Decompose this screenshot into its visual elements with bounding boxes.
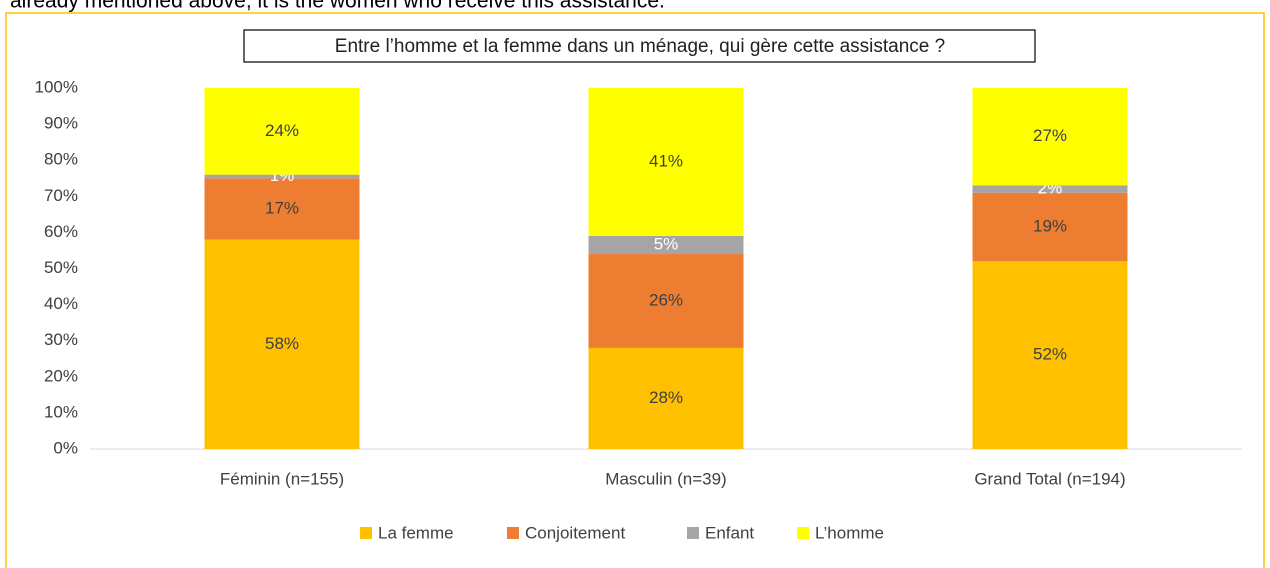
y-tick-label: 20% [44,366,78,385]
y-tick-label: 80% [44,150,78,169]
legend-label: L’homme [815,523,884,542]
data-label: 19% [1033,216,1067,235]
bar-segment [204,239,360,449]
data-label: 58% [265,334,299,353]
title-box [243,29,1036,63]
bar-segment [204,88,360,175]
x-tick-label: Féminin (n=155) [220,469,344,488]
context-text: already mentioned above, it is the women… [10,0,665,13]
data-label: 27% [1033,126,1067,145]
y-tick-label: 70% [44,186,78,205]
legend-label: La femme [378,523,454,542]
legend-swatch [507,527,519,539]
y-tick-label: 60% [44,222,78,241]
legend-swatch [687,527,699,539]
data-label: 28% [649,388,683,407]
bar-segment [588,254,744,348]
chart-frame [5,12,1265,568]
bar-segment [972,185,1128,193]
y-tick-label: 10% [44,402,78,421]
chart-title: Entre l’homme et la femme dans un ménage… [335,36,945,57]
legend-label: Conjoitement [525,523,625,542]
legend-swatch [360,527,372,539]
data-label: 26% [649,290,683,309]
bar-segment [972,261,1128,449]
bar-segment [588,236,744,255]
x-tick-label: Grand Total (n=194) [974,469,1125,488]
legend-swatch [797,527,809,539]
bar-segment [588,347,744,449]
bar-segment [972,88,1128,186]
y-tick-label: 30% [44,330,78,349]
data-label: 17% [265,198,299,217]
legend-label: Enfant [705,523,754,542]
data-label: 24% [265,121,299,140]
y-tick-label: 0% [53,438,78,457]
bar-segment [972,192,1128,262]
y-tick-label: 40% [44,294,78,313]
x-tick-label: Masculin (n=39) [605,469,726,488]
data-label: 52% [1033,345,1067,364]
y-tick-label: 90% [44,114,78,133]
bar-segment [204,178,360,240]
y-tick-label: 100% [35,77,78,96]
bar-segment [204,174,360,179]
bar-segment [588,88,744,237]
y-tick-label: 50% [44,258,78,277]
data-label: 5% [654,235,679,254]
data-label: 41% [649,151,683,170]
